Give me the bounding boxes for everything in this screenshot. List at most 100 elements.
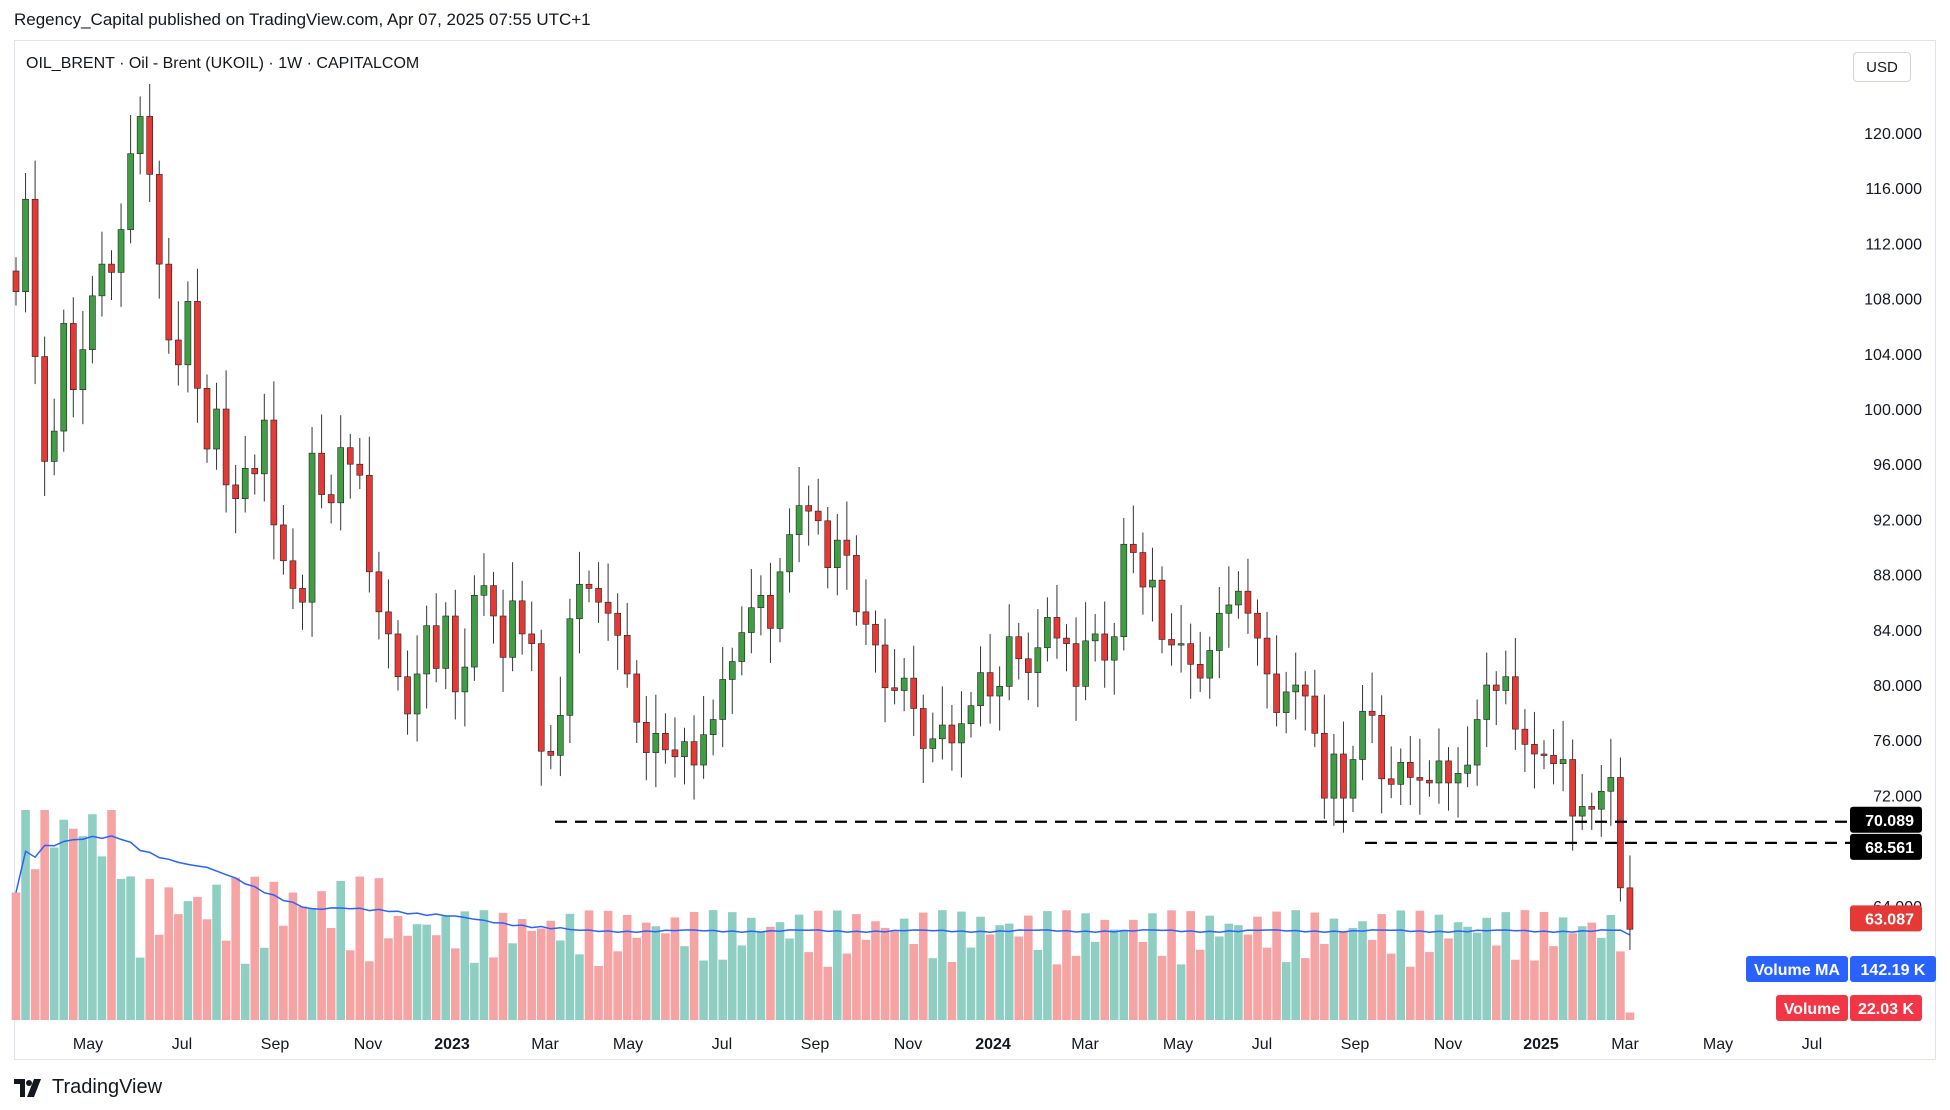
volume-bar — [165, 887, 174, 1020]
candle-body — [1321, 733, 1327, 798]
volume-bar — [1330, 919, 1339, 1020]
volume-bar — [1244, 935, 1253, 1020]
volume-bar — [79, 836, 88, 1020]
candle-body — [1264, 638, 1270, 674]
volume-bar — [203, 919, 212, 1020]
volume-bar — [1320, 944, 1329, 1020]
tradingview-brand[interactable]: TradingView — [14, 1076, 162, 1099]
volume-bar — [518, 919, 527, 1020]
volume-bar — [1177, 964, 1186, 1020]
volume-bar — [852, 914, 861, 1020]
candle-body — [185, 301, 191, 364]
volume-bar — [862, 940, 871, 1020]
time-tick-label: Jul — [172, 1036, 192, 1053]
candle-body — [987, 673, 993, 696]
volume-bar — [1521, 910, 1530, 1020]
volume-bar — [948, 962, 957, 1020]
volume-label: Volume — [1784, 1001, 1841, 1018]
volume-bar — [1587, 923, 1596, 1020]
candle-body — [968, 706, 974, 724]
candle-body — [978, 673, 984, 706]
volume-bar — [1129, 920, 1138, 1020]
candle-body — [873, 624, 879, 645]
time-tick-label: 2024 — [975, 1036, 1011, 1053]
volume-bar — [298, 906, 307, 1020]
volume-value: 142.19 K — [1861, 962, 1926, 979]
price-tick-label: 100.000 — [1864, 402, 1922, 419]
candle-body — [825, 521, 831, 568]
volume-bar — [480, 910, 489, 1020]
candle-body — [796, 506, 802, 535]
volume-bar — [575, 954, 584, 1020]
volume-bar — [1282, 962, 1291, 1020]
candle-body — [653, 733, 659, 752]
volume-bar — [527, 931, 536, 1020]
volume-bar — [890, 931, 899, 1020]
volume-bar — [709, 910, 718, 1020]
volume-bar — [1291, 910, 1300, 1020]
volume-bar — [1120, 930, 1129, 1020]
candle-body — [1245, 591, 1251, 613]
time-tick-label: Nov — [894, 1036, 922, 1053]
volume-bar — [604, 911, 613, 1020]
candle-body — [1025, 659, 1031, 673]
volume-bar — [776, 922, 785, 1020]
volume-bar — [155, 935, 164, 1020]
candle-body — [1446, 761, 1452, 783]
time-tick-label: May — [1163, 1036, 1193, 1053]
candle-body — [720, 679, 726, 719]
volume-bar — [1473, 933, 1482, 1020]
volume-bar — [938, 910, 947, 1020]
volume-label: Volume MA — [1754, 962, 1840, 979]
candle-body — [1207, 651, 1213, 679]
candle-body — [1188, 644, 1194, 665]
candle-body — [109, 264, 115, 272]
volume-bar — [1425, 952, 1434, 1020]
volume-bar — [1349, 928, 1358, 1020]
candle-body — [777, 572, 783, 629]
volume-bar — [823, 967, 832, 1020]
candle-body — [596, 588, 602, 602]
candle-body — [1531, 744, 1537, 754]
volume-bar — [1139, 942, 1148, 1020]
price-tick-label: 104.000 — [1864, 347, 1922, 364]
candle-body — [357, 464, 363, 475]
candle-body — [80, 350, 86, 390]
candle-body — [290, 561, 296, 589]
time-tick-label: Mar — [531, 1036, 559, 1053]
volume-bar — [804, 952, 813, 1020]
volume-bar — [1234, 925, 1243, 1020]
candle-body — [758, 595, 764, 607]
candle-body — [89, 296, 95, 350]
volume-bar — [193, 897, 202, 1020]
candle-body — [385, 612, 391, 634]
candle-body — [615, 613, 621, 635]
volume-bar — [126, 876, 135, 1020]
volume-bar — [336, 881, 345, 1020]
volume-bar — [1396, 911, 1405, 1020]
candle-body — [175, 340, 181, 365]
volume-bar — [1540, 912, 1549, 1020]
candle-body — [1102, 634, 1108, 660]
candle-body — [128, 154, 134, 230]
candle-body — [1407, 762, 1413, 777]
volume-bar — [1454, 922, 1463, 1020]
candle-body — [519, 601, 525, 634]
candle-body — [892, 688, 898, 691]
volume-bar — [1005, 924, 1014, 1020]
volume-bar — [384, 938, 393, 1020]
price-tick-label: 72.000 — [1873, 788, 1922, 805]
candle-body — [481, 586, 487, 596]
candle-body — [1044, 617, 1050, 647]
volume-bar — [680, 946, 689, 1020]
time-tick-label: Jul — [1802, 1036, 1822, 1053]
volume-bar — [766, 927, 775, 1020]
tradingview-wordmark: TradingView — [52, 1076, 162, 1099]
candle-body — [252, 468, 258, 474]
volume-bar — [1110, 930, 1119, 1020]
candle-body — [395, 634, 401, 677]
candle-body — [1484, 685, 1490, 720]
price-tick-label: 112.000 — [1865, 236, 1922, 253]
support-levels — [555, 822, 1850, 843]
